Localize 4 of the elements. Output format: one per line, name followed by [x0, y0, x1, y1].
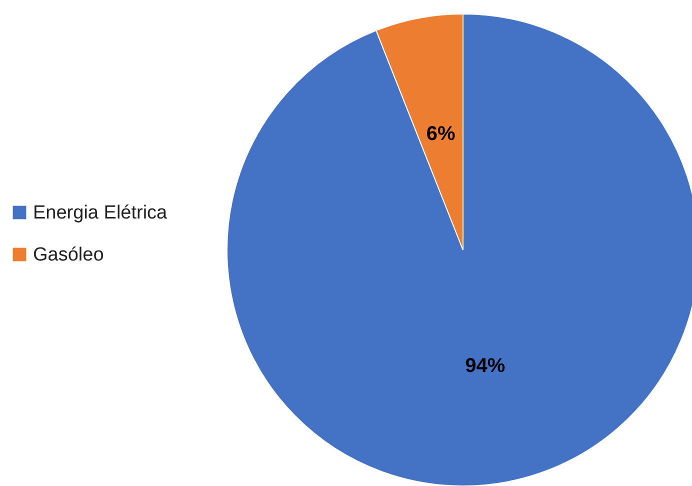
data-label: 94% — [465, 354, 506, 377]
legend-label: Gasóleo — [33, 244, 104, 266]
data-label: 6% — [426, 123, 456, 146]
legend-label: Energia Elétrica — [33, 202, 168, 224]
